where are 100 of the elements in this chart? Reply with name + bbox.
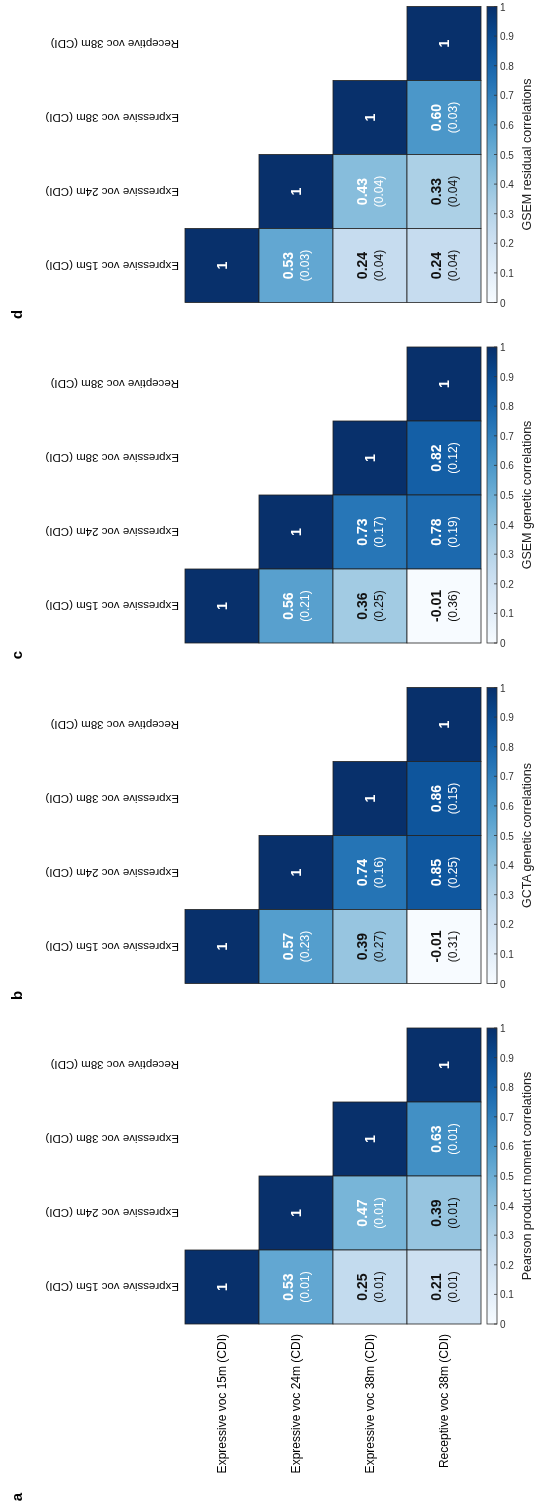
- data-label: 1: [214, 1282, 230, 1291]
- color-bar-label: 0.7: [500, 1111, 515, 1123]
- text: d: [8, 309, 25, 320]
- color-bar-label: 0.2: [500, 1259, 515, 1271]
- y-tick-label: Receptive voc 38m (CDI): [50, 718, 179, 731]
- color-bar-label: 0.7: [500, 771, 515, 783]
- data-label: 1: [362, 1134, 378, 1143]
- y-tick-label: Receptive voc 38m (CDI): [50, 37, 179, 50]
- data-label: 0.60 (0.03): [428, 101, 460, 134]
- data-label: 1: [362, 113, 378, 122]
- data-label: 1: [436, 39, 452, 48]
- color-bar-label: 0: [500, 978, 506, 990]
- y-tick-label: Receptive voc 38m (CDI): [50, 1059, 179, 1071]
- data-label: 1: [436, 1060, 452, 1069]
- y-tick-label: Expressive voc 38m (CDI): [45, 1133, 179, 1145]
- data-label: 0.74 (0.16): [354, 856, 386, 889]
- color-bar-label: 0.6: [500, 119, 515, 131]
- color-bar-label: 0.4: [500, 1200, 515, 1212]
- color-bar-label: 0: [500, 638, 506, 649]
- color-bar-label: 0.2: [500, 919, 515, 931]
- color-bar-label: 0.4: [500, 179, 515, 191]
- y-tick-label: Expressive voc 24m (CDI): [45, 1207, 179, 1219]
- color-bar-label: 0.2: [500, 578, 515, 590]
- data-label: 0.53 (0.03): [280, 249, 312, 282]
- data-label: 1: [288, 187, 304, 196]
- data-label: 0.85 (0.25): [428, 856, 460, 889]
- data-label: 1: [288, 868, 304, 877]
- color-bar-label: 0.6: [500, 1141, 515, 1153]
- color-bar-label: 0.9: [500, 31, 515, 43]
- y-tick-label: Expressive voc 24m (CDI): [45, 526, 179, 538]
- data-label: 1: [288, 527, 304, 536]
- y-tick-label: Expressive voc 15m (CDI): [45, 259, 179, 272]
- color-bar-label: 0.9: [500, 712, 515, 724]
- data-label: 1: [214, 601, 230, 610]
- color-bar-label: 0.8: [500, 401, 515, 413]
- x-tick-label: Expressive voc 24m (CDI): [289, 1334, 303, 1474]
- color-bar-title: GSEM genetic correlations: [520, 420, 534, 570]
- data-label: 1: [214, 942, 230, 951]
- data-label: 0.39 (0.27): [354, 930, 386, 963]
- data-label: 0.24 (0.04): [354, 249, 386, 282]
- data-label: 0.21 (0.01): [428, 1271, 460, 1303]
- color-bar-label: 0.8: [500, 60, 515, 72]
- data-label: 1: [288, 1208, 304, 1217]
- data-label: 0.36 (0.25): [354, 590, 386, 622]
- color-bar-label: 0.7: [500, 90, 515, 102]
- data-label: 1: [436, 379, 452, 388]
- data-label: 1: [436, 720, 452, 729]
- color-bar-label: 1: [500, 1023, 506, 1034]
- data-label: 1: [362, 794, 378, 803]
- color-bar-label: 0.1: [500, 608, 515, 620]
- color-bar-label: 0.8: [500, 1082, 515, 1094]
- y-tick-label: Expressive voc 38m (CDI): [45, 452, 179, 464]
- color-bar-label: 0.6: [500, 800, 515, 812]
- color-bar-label: 0: [500, 1319, 506, 1330]
- y-tick-label: Receptive voc 38m (CDI): [50, 378, 179, 390]
- color-bar-label: 0.6: [500, 460, 515, 472]
- color-bar-label: 0.7: [500, 430, 515, 442]
- color-bar-label: 0.1: [500, 1289, 515, 1301]
- data-label: 0.78 (0.19): [428, 516, 460, 548]
- color-bar-label: 0.4: [500, 860, 515, 872]
- data-label: 0.24 (0.04): [428, 249, 460, 282]
- data-label: 0.57 (0.23): [280, 930, 312, 963]
- color-bar-label: 0.9: [500, 1052, 515, 1064]
- color-bar-label: 0.5: [500, 830, 515, 842]
- color-bar-title: GSEM residual correlations: [520, 78, 534, 231]
- x-tick-label: Expressive voc 38m (CDI): [363, 1334, 377, 1474]
- data-label: 0.33 (0.04): [428, 175, 460, 208]
- y-tick-label: Expressive voc 15m (CDI): [45, 600, 179, 612]
- data-label: 1: [214, 261, 230, 270]
- y-tick-label: Expressive voc 24m (CDI): [45, 185, 179, 198]
- text: b: [8, 990, 25, 1001]
- data-label: 0.86 (0.15): [428, 782, 460, 815]
- color-bar-label: 0.5: [500, 149, 515, 161]
- color-bar-label: 0.1: [500, 948, 515, 960]
- color-bar-label: 1: [500, 682, 506, 694]
- data-label: 0.63 (0.01): [428, 1123, 460, 1155]
- data-label: 0.73 (0.17): [354, 516, 386, 548]
- color-bar-label: 0.5: [500, 490, 515, 501]
- color-bar-label: 0: [500, 297, 506, 309]
- y-tick-label: Expressive voc 38m (CDI): [45, 792, 179, 805]
- color-bar-label: 0.3: [500, 549, 515, 561]
- data-label: 0.39 (0.01): [428, 1197, 460, 1229]
- color-bar-label: 0.1: [500, 267, 515, 279]
- color-bar-label: 0.3: [500, 1230, 515, 1242]
- data-label: -0.01 (0.36): [428, 589, 460, 622]
- color-bar-label: 1: [500, 1, 506, 13]
- y-tick-label: Expressive voc 15m (CDI): [45, 1281, 179, 1293]
- color-bar-label: 0.3: [500, 889, 515, 901]
- y-tick-label: Expressive voc 24m (CDI): [45, 866, 179, 879]
- data-label: 0.53 (0.01): [280, 1271, 312, 1303]
- color-bar-label: 1: [500, 342, 506, 353]
- data-label: 0.43 (0.04): [354, 175, 386, 208]
- data-label: 0.47 (0.01): [354, 1197, 386, 1229]
- data-label: 1: [362, 453, 378, 462]
- data-label: 0.56 (0.21): [280, 590, 312, 622]
- color-bar-label: 0.9: [500, 371, 515, 383]
- y-tick-label: Expressive voc 15m (CDI): [45, 940, 179, 953]
- x-tick-label: Receptive voc 38m (CDI): [437, 1334, 451, 1469]
- data-label: -0.01 (0.31): [428, 930, 460, 963]
- color-bar-label: 0.3: [500, 208, 515, 220]
